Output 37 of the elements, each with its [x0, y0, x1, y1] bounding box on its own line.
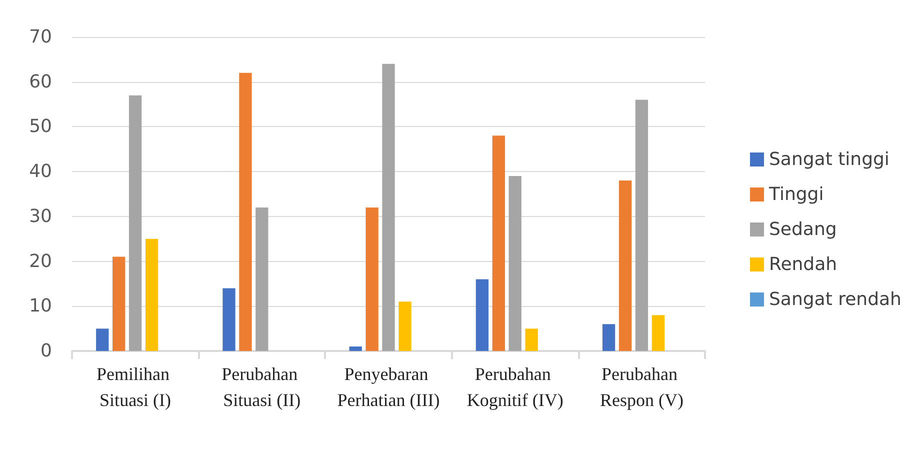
y-tick-label: 40 — [29, 161, 52, 182]
bar — [128, 95, 142, 351]
legend-label: Sedang — [769, 219, 837, 240]
bar — [602, 324, 616, 351]
y-tick-label: 10 — [29, 296, 52, 317]
y-tick-label: 60 — [29, 71, 52, 92]
bar — [618, 180, 632, 351]
x-tick-label: Perubahan Respon (V) — [600, 364, 684, 410]
bar — [508, 176, 522, 351]
x-tick-label: Penyebaran Perhatian (III) — [337, 364, 440, 410]
bar — [476, 279, 489, 351]
x-tick-label: Perubahan Kognitif (IV) — [466, 364, 564, 410]
bar — [145, 238, 158, 351]
bar — [222, 288, 236, 351]
bar — [492, 136, 505, 351]
bar — [96, 328, 109, 351]
x-tick-label: Pemilihan Situasi (I) — [96, 364, 174, 410]
bar — [239, 72, 252, 351]
legend-label: Sangat rendah — [769, 289, 902, 310]
y-tick-label: 0 — [40, 340, 52, 362]
bar — [525, 328, 538, 351]
y-tick-label: 70 — [29, 26, 52, 48]
bar — [635, 100, 648, 351]
bar — [112, 256, 126, 351]
legend-label: Sangat tinggi — [769, 149, 890, 170]
y-tick-label: 30 — [29, 206, 52, 227]
y-tick-label: 50 — [29, 116, 52, 138]
bar — [652, 315, 664, 351]
legend-label: Rendah — [769, 254, 838, 275]
bar — [382, 64, 395, 351]
x-tick-label: Perubahan Situasi (II) — [222, 364, 302, 410]
bar — [256, 207, 268, 351]
bar — [398, 302, 412, 351]
legend-label: Tinggi — [768, 184, 824, 205]
bar — [349, 346, 362, 351]
y-tick-label: 20 — [29, 250, 52, 272]
bar — [366, 207, 378, 351]
